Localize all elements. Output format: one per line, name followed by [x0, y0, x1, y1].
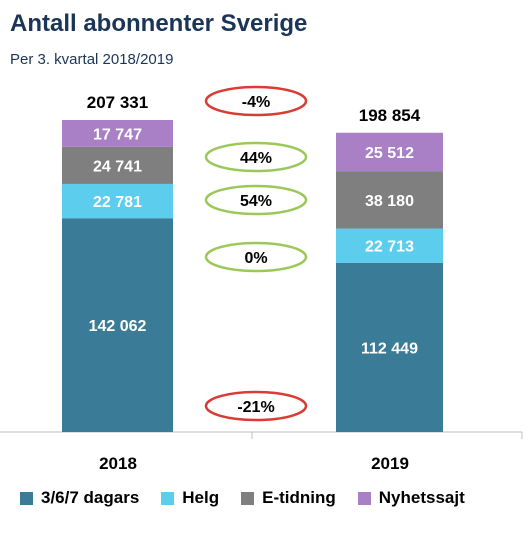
legend-swatch-helg: [161, 491, 175, 505]
bar-2018-e-tidning: [62, 146, 173, 184]
bar-2018-nyhetssajt: [62, 120, 173, 147]
change-label-nyhetssajt: 44%: [240, 150, 272, 167]
legend-label-helg: Helg: [182, 488, 220, 507]
stacked-bar-chart: 142 062 22 781 24 741 17 747 207 331 2018 112 …: [0, 85, 523, 473]
legend-item-e-tidning: E-tidning: [241, 488, 336, 508]
legend-item-nyhetssajt: Nyhetssajt: [357, 488, 465, 508]
bar-2019-nyhetssajt: [336, 132, 443, 172]
chart-title: Antall abonnenter Sverige: [10, 10, 308, 37]
legend-swatch-nyhetssajt: [357, 491, 371, 505]
legend-swatch-e-tidning: [241, 491, 255, 505]
total-label-2018: 207 331: [87, 93, 148, 112]
bar-2019-e-tidning: [336, 171, 443, 229]
bar-2018-3-6-7-dagars: [62, 218, 173, 432]
bar-2018-helg: [62, 183, 173, 219]
change-label-e-tidning: 54%: [240, 193, 272, 210]
change-label-3-6-7-dagars: -21%: [237, 399, 274, 416]
data-label-2019-e-tidning: 38 180: [365, 193, 414, 210]
total-label-2019: 198 854: [359, 106, 421, 125]
legend-swatch-3-6-7-dagars: [20, 491, 33, 505]
change-ellipse-nyhetssajt: [204, 141, 308, 173]
data-label-2018-e-tidning: 24 741: [93, 158, 142, 175]
legend-label-3-6-7-dagars: 3/6/7 dagars: [41, 488, 140, 507]
change-ellipse-helg: [204, 241, 308, 273]
legend-label-nyhetssajt: Nyhetssajt: [378, 488, 465, 507]
legend-label-e-tidning: E-tidning: [262, 488, 336, 507]
data-label-2019-3-6-7-dagars: 112 449: [361, 340, 418, 357]
data-label-2019-nyhetssajt: 25 512: [365, 145, 414, 162]
change-ellipse-e-tidning: [204, 184, 308, 216]
chart-subtitle: Per 3. kvartal 2018/2019: [10, 51, 174, 68]
data-label-2018-3-6-7-dagars: 142 062: [89, 318, 147, 335]
data-label-2019-helg: 22 713: [365, 239, 414, 256]
data-label-2018-nyhetssajt: 17 747: [93, 126, 142, 143]
x-tick-label-2019: 2019: [371, 454, 409, 473]
change-ellipse-3-6-7-dagars: [204, 390, 308, 422]
legend-item-helg: Helg: [161, 488, 219, 508]
x-tick-label-2018: 2018: [99, 454, 137, 473]
change-label-helg: 0%: [244, 250, 267, 267]
legend: 3/6/7 dagars Helg E-tidning Nyhetssajt: [20, 488, 487, 508]
bar-2019-helg: [336, 228, 443, 263]
change-ellipse-total: [204, 85, 308, 117]
legend-item-3-6-7-dagars: 3/6/7 dagars: [20, 488, 139, 508]
change-label-total: -4%: [242, 94, 270, 111]
data-label-2018-helg: 22 781: [93, 194, 142, 211]
bar-2019-3-6-7-dagars: [336, 262, 443, 432]
